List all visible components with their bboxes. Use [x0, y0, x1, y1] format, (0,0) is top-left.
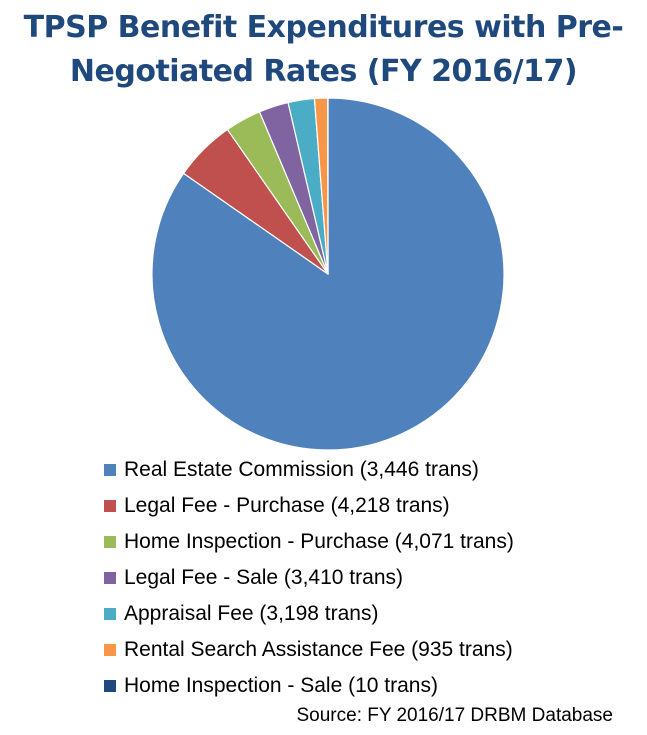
legend-swatch	[104, 608, 116, 620]
legend-swatch	[104, 500, 116, 512]
legend-swatch	[104, 464, 116, 476]
legend-item-4: Appraisal Fee (3,198 trans)	[104, 596, 514, 632]
legend-label: Appraisal Fee (3,198 trans)	[124, 602, 379, 625]
legend-item-5: Rental Search Assistance Fee (935 trans)	[104, 632, 514, 668]
legend-label: Home Inspection - Sale (10 trans)	[124, 674, 438, 697]
legend-label: Home Inspection - Purchase (4,071 trans)	[124, 530, 514, 553]
chart-title-line-1: TPSP Benefit Expenditures with Pre-	[23, 10, 624, 45]
legend-label: Legal Fee - Purchase (4,218 trans)	[124, 494, 450, 517]
legend-swatch	[104, 572, 116, 584]
legend-label: Real Estate Commission (3,446 trans)	[124, 458, 479, 481]
legend-item-3: Legal Fee - Sale (3,410 trans)	[104, 560, 514, 596]
chart-title: TPSP Benefit Expenditures with Pre- Nego…	[0, 6, 647, 94]
legend-item-6: Home Inspection - Sale (10 trans)	[104, 668, 514, 704]
chart-legend: Real Estate Commission (3,446 trans) Lega…	[104, 452, 514, 704]
legend-label: Legal Fee - Sale (3,410 trans)	[124, 566, 403, 589]
pie-chart	[151, 97, 505, 450]
legend-item-1: Legal Fee - Purchase (4,218 trans)	[104, 488, 514, 524]
legend-label: Rental Search Assistance Fee (935 trans)	[124, 638, 513, 661]
legend-swatch	[104, 536, 116, 548]
legend-item-0: Real Estate Commission (3,446 trans)	[104, 452, 514, 488]
legend-item-2: Home Inspection - Purchase (4,071 trans)	[104, 524, 514, 560]
source-note: Source: FY 2016/17 DRBM Database	[296, 705, 614, 726]
chart-title-line-2: Negotiated Rates (FY 2016/17)	[69, 54, 578, 89]
legend-swatch	[104, 680, 116, 692]
legend-swatch	[104, 644, 116, 656]
